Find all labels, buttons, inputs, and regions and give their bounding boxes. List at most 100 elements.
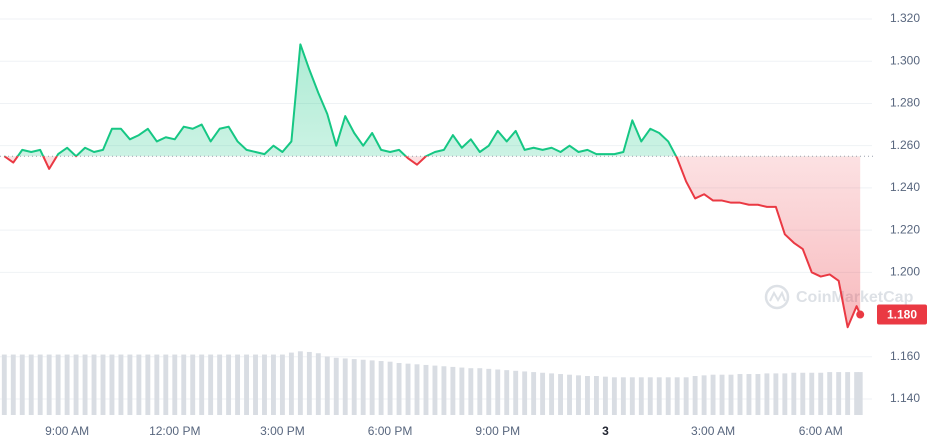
volume-bar [378,361,384,415]
volume-bar [611,377,617,415]
volume-bar [46,354,52,415]
volume-bar [728,374,734,415]
x-tick-label: 12:00 PM [149,424,200,438]
volume-bar [414,364,420,415]
volume-bar [315,353,321,415]
volume-bar [486,368,492,415]
volume-bar [818,372,824,415]
volume-bar [28,354,34,415]
y-tick-label: 1.200 [890,265,920,279]
volume-bar [369,360,375,415]
volume-bar [800,372,806,415]
y-tick-label: 1.220 [890,222,920,236]
volume-bar [701,375,707,415]
volume-bar [73,354,79,415]
volume-bar [857,372,863,415]
volume-bar [262,354,267,415]
x-tick-label: 3 [602,424,609,438]
area-down [4,156,861,328]
volume-bar [351,359,357,415]
volume-bar [145,354,151,415]
volume-bar [181,354,187,415]
x-tick-label: 3:00 AM [691,424,735,438]
x-tick-label: 6:00 AM [799,424,843,438]
volume-bar [396,363,402,415]
y-tick-label: 1.320 [890,11,920,25]
volume-bar [288,352,294,415]
volume-bar [495,369,501,415]
volume-bar [513,370,519,415]
volume-bar [468,368,474,415]
y-tick-label: 1.260 [890,138,920,152]
volume-bar [647,377,653,415]
volume-bar [37,354,43,415]
volume-bar [656,377,662,415]
volume-bar [432,365,438,415]
volume-bar [710,374,716,415]
volume-bar [773,373,779,415]
volume-bar [163,354,169,415]
volume-bar [782,373,788,415]
volume-bar [576,375,581,415]
volume-bar [450,366,456,415]
x-tick-label: 9:00 PM [475,424,520,438]
y-tick-label: 1.240 [890,180,920,194]
volume-bar [746,374,752,415]
volume-bar [737,374,743,415]
x-tick-label: 9:00 AM [45,424,89,438]
volume-bar [827,372,833,415]
volume-bar [764,373,770,415]
volume-bar [253,354,258,415]
volume-bar [674,377,680,415]
volume-bar [540,372,546,415]
volume-bar [423,364,429,415]
volume-bar [306,351,312,415]
volume-bar [593,376,599,415]
volume-bar [91,354,97,415]
volume-bar [279,354,285,415]
last-point [856,310,865,319]
volume-bar [324,356,330,415]
volume-bar [683,377,689,415]
y-tick-label: 1.140 [890,391,920,405]
price-line-down [3,156,862,329]
volume-bar [55,354,61,415]
volume-bar [19,354,25,415]
volume-bar [665,377,671,415]
volume-bar [172,354,178,415]
volume-bar [244,354,249,415]
volume-bar [118,354,124,415]
volume-bar [836,372,842,415]
volume-bar [558,374,563,415]
x-tick-label: 3:00 PM [260,424,305,438]
volume-bar [549,373,555,415]
volume-bar [190,354,196,415]
volume-bar [638,377,644,415]
volume-bar [567,374,572,415]
volume-bar [459,367,465,415]
y-tick-label: 1.160 [890,349,920,363]
volume-bar [342,358,348,415]
volume-bar [1,354,7,415]
volume-bar [154,354,160,415]
volume-bar [504,370,510,415]
volume-bar [854,372,860,415]
volume-bar [64,354,70,415]
volume-bar [199,354,205,415]
volume-bar [100,354,106,415]
volume-bar [692,376,698,415]
y-tick-label: 1.300 [890,53,920,67]
volume-bar [791,372,797,415]
volume-bar [82,354,88,415]
volume-bar [387,361,393,415]
volume-bar [333,357,339,415]
price-tag [877,304,927,325]
volume-bar [441,366,447,415]
volume-bar [522,371,528,415]
volume-bar [405,363,411,415]
volume-bar [271,354,276,415]
volume-bar [602,376,608,415]
volume-bar [235,354,241,415]
volume-bar [531,372,537,415]
